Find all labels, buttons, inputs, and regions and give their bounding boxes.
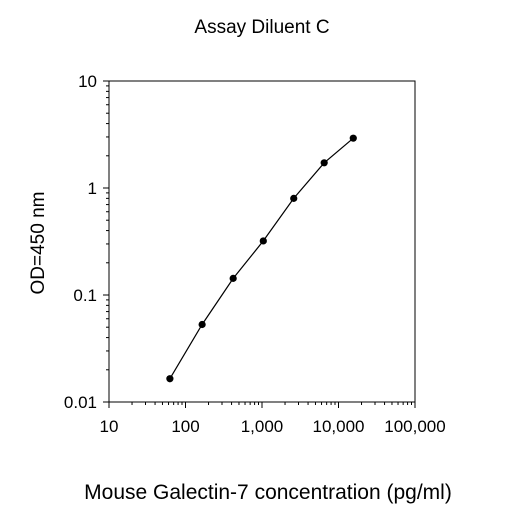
x-tick-label: 100 <box>171 417 199 436</box>
x-tick-label: 10,000 <box>313 417 365 436</box>
data-point <box>198 320 206 329</box>
x-axis-ticks: 10 100 1,000 10,000 100,000 <box>100 402 446 436</box>
x-tick-label: 10 <box>100 417 119 436</box>
data-point <box>166 375 174 383</box>
chart-title: Assay Diluent C <box>194 17 329 38</box>
data-point <box>290 194 298 202</box>
y-tick-label: 10 <box>78 72 97 91</box>
y-tick-label: 0.1 <box>73 286 97 305</box>
y-axis-ticks: 0.01 0.1 1 10 <box>64 72 109 412</box>
data-point <box>349 134 357 142</box>
x-axis-label: Mouse Galectin-7 concentration (pg/ml) <box>84 481 452 504</box>
x-tick-label: 100,000 <box>384 417 445 436</box>
y-axis-label: OD=450 nm <box>28 192 49 295</box>
x-tick-label: 1,000 <box>241 417 284 436</box>
y-tick-label: 1 <box>88 179 97 198</box>
series-layer <box>166 134 357 383</box>
data-point <box>320 159 328 167</box>
data-point <box>229 274 237 282</box>
series-line <box>169 137 354 380</box>
data-point <box>259 237 267 245</box>
y-tick-label: 0.01 <box>64 393 97 412</box>
